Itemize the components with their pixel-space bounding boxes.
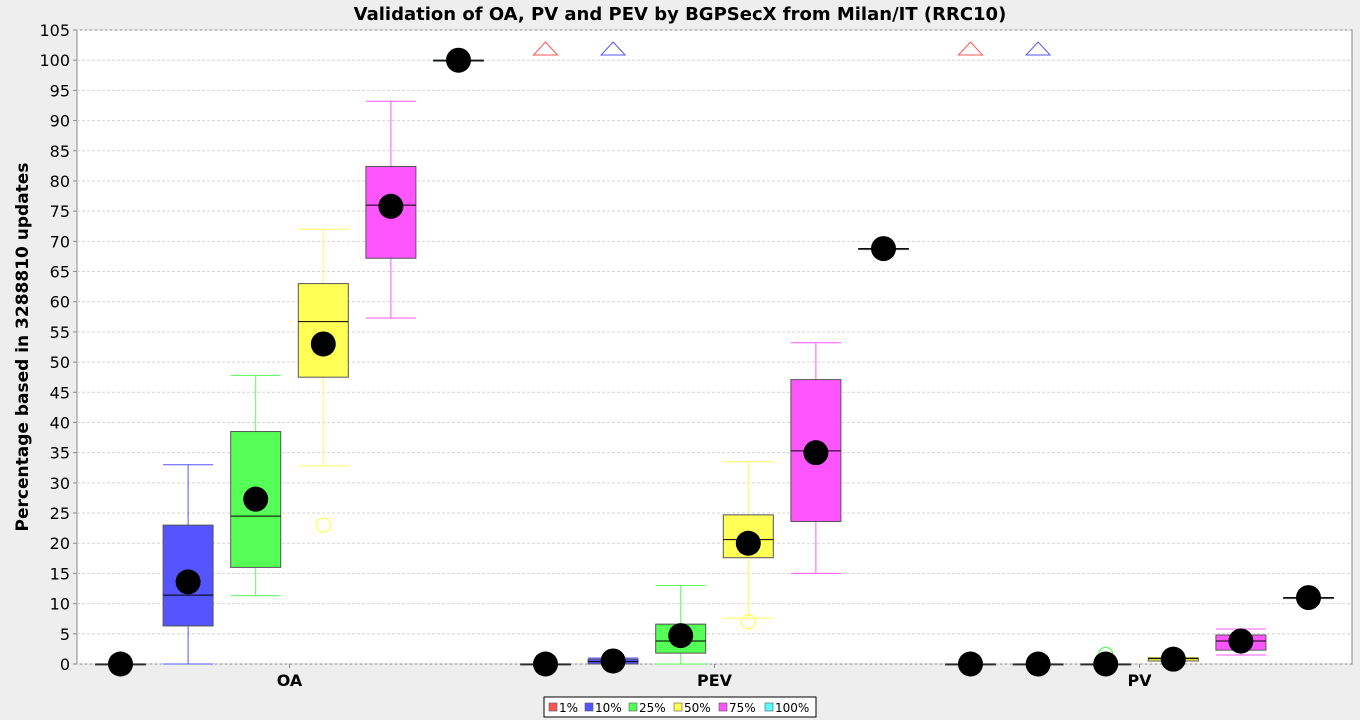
- y-tick-label: 65: [50, 263, 70, 282]
- mean-point: [668, 623, 694, 649]
- box-75%-OA: [365, 100, 417, 319]
- box-1%-PEV: [520, 41, 571, 677]
- mean-point: [533, 651, 558, 677]
- y-tick-label: 70: [50, 232, 70, 251]
- y-tick-label: 10: [50, 595, 70, 614]
- chart-title: Validation of OA, PV and PEV by BGPSecX …: [354, 4, 1007, 25]
- box-25%-OA: [230, 374, 282, 597]
- legend-label: 10%: [595, 701, 622, 715]
- mean-point: [175, 569, 201, 595]
- box-50%-PV: [1147, 646, 1199, 672]
- mean-point: [958, 651, 983, 677]
- y-tick-label: 85: [50, 142, 70, 161]
- legend-swatch: [548, 702, 558, 712]
- legend-label: 25%: [639, 701, 666, 715]
- mean-point: [310, 331, 336, 357]
- y-tick-label: 40: [50, 413, 70, 432]
- y-tick-label: 80: [50, 172, 70, 191]
- legend-swatch: [764, 702, 774, 712]
- far-outlier-indicator: [532, 41, 559, 56]
- plot-area: [76, 29, 1353, 665]
- legend-label: 100%: [775, 701, 809, 715]
- y-tick-label: 105: [39, 21, 70, 40]
- far-outlier-indicator: [957, 41, 984, 56]
- y-tick-label: 0: [60, 655, 70, 674]
- mean-point: [1025, 651, 1051, 677]
- x-axis-ticks: OA PEV PV: [277, 664, 1152, 690]
- y-tick-label: 35: [50, 444, 70, 463]
- box-1%-OA: [95, 651, 146, 677]
- outlier-point: [315, 517, 331, 533]
- mean-point: [243, 486, 269, 512]
- legend-swatch: [628, 702, 638, 712]
- y-tick-label: 25: [50, 504, 70, 523]
- y-tick-label: 55: [50, 323, 70, 342]
- mean-point: [108, 651, 133, 677]
- legend-swatch: [584, 702, 594, 712]
- y-axis-label: Percentage based in 3288810 updates: [13, 163, 33, 532]
- x-tick-label: PEV: [697, 671, 733, 690]
- mean-point: [803, 440, 829, 466]
- mean-point: [600, 648, 626, 674]
- box-100%-OA: [433, 47, 484, 73]
- mean-point: [871, 236, 896, 262]
- box-body: [297, 283, 349, 378]
- box-50%-PEV: [722, 461, 774, 630]
- box-75%-PEV: [790, 342, 842, 574]
- x-tick-label: PV: [1127, 671, 1152, 690]
- box-100%-PEV: [858, 236, 909, 262]
- y-tick-label: 20: [50, 534, 70, 553]
- y-tick-label: 5: [60, 625, 70, 644]
- grid-lines: [77, 29, 1352, 665]
- mean-point: [1228, 628, 1254, 654]
- y-tick-label: 75: [50, 202, 70, 221]
- mean-point: [378, 193, 404, 219]
- y-tick-label: 50: [50, 353, 70, 372]
- legend: 1% 10% 25% 50% 75% 100%: [543, 696, 817, 718]
- box-25%-PEV: [655, 585, 707, 665]
- legend-swatch: [673, 702, 683, 712]
- legend-label: 1%: [559, 701, 578, 715]
- y-tick-label: 95: [50, 81, 70, 100]
- box-1%-PV: [945, 41, 996, 677]
- x-tick-label: OA: [277, 671, 303, 690]
- mean-point: [1093, 651, 1119, 677]
- box-10%-OA: [162, 464, 214, 665]
- box-marks: [95, 41, 1334, 677]
- box-75%-PV: [1215, 628, 1267, 656]
- outlier-point: [740, 614, 756, 630]
- y-tick-label: 90: [50, 112, 70, 131]
- mean-point: [446, 47, 471, 73]
- box-10%-PV: [1012, 41, 1064, 677]
- far-outlier-indicator: [599, 41, 627, 56]
- box-10%-PEV: [587, 41, 639, 674]
- y-tick-label: 45: [50, 383, 70, 402]
- y-tick-label: 15: [50, 564, 70, 583]
- far-outlier-indicator: [1024, 41, 1052, 56]
- y-tick-label: 60: [50, 293, 70, 312]
- y-axis-ticks: 0 5 10 15 20 25 30 35 40 45 50 55 60 65 70 75 80 85 90 95 10…: [39, 21, 77, 674]
- box-100%-PV: [1283, 585, 1334, 611]
- box-25%-PV: [1080, 646, 1132, 677]
- legend-label: 50%: [684, 701, 711, 715]
- mean-point: [1296, 585, 1321, 611]
- y-tick-label: 30: [50, 474, 70, 493]
- mean-point: [1160, 646, 1186, 672]
- box-50%-OA: [297, 228, 349, 533]
- y-tick-label: 100: [39, 51, 70, 70]
- mean-point: [735, 530, 761, 556]
- legend-label: 75%: [729, 701, 756, 715]
- legend-swatch: [718, 702, 728, 712]
